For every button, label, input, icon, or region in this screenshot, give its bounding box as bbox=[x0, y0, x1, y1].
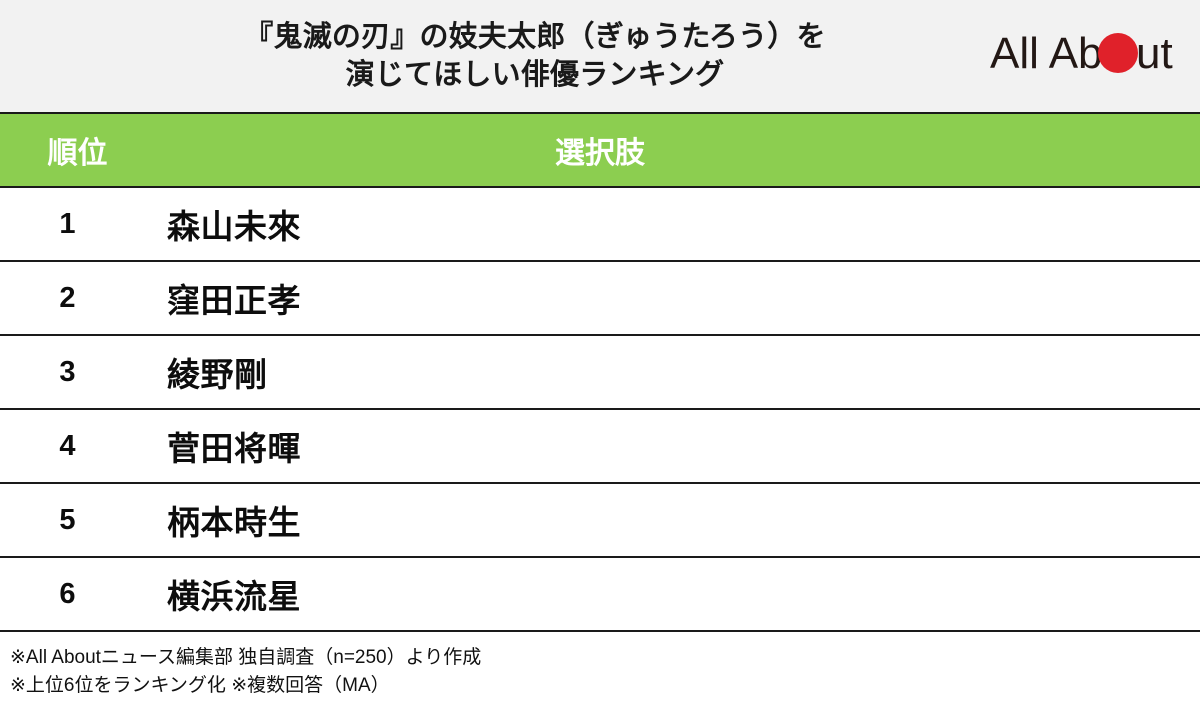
all-about-logo: All Ab ut bbox=[990, 26, 1176, 82]
logo-red-dot-icon bbox=[1098, 33, 1138, 73]
column-header-choice: 選択肢 bbox=[155, 112, 1141, 188]
table-header: 順位 選択肢 票数 bbox=[0, 112, 1200, 188]
column-header-rank: 順位 bbox=[0, 112, 155, 188]
table-row: 5 柄本時生 13 bbox=[0, 483, 1200, 558]
logo-text-after: ut bbox=[1136, 29, 1173, 78]
cell-rank: 3 bbox=[0, 335, 155, 410]
cell-rank: 6 bbox=[0, 557, 155, 632]
ranking-table: 順位 選択肢 票数 1 森山未來 19 2 窪田正孝 18 3 綾野剛 16 bbox=[0, 112, 1200, 632]
cell-votes: 18 bbox=[1141, 261, 1200, 336]
cell-votes: 13 bbox=[1141, 483, 1200, 558]
cell-choice: 菅田将暉 bbox=[155, 409, 1141, 484]
table-header-row: 順位 選択肢 票数 bbox=[0, 112, 1200, 188]
cell-rank: 1 bbox=[0, 187, 155, 262]
cell-choice: 綾野剛 bbox=[155, 335, 1141, 410]
footnote-source: ※All Aboutニュース編集部 独自調査（n=250）より作成 bbox=[10, 647, 482, 668]
table-row: 1 森山未來 19 bbox=[0, 187, 1200, 262]
footnotes: ※All Aboutニュース編集部 独自調査（n=250）より作成 ※上位6位を… bbox=[0, 632, 1200, 699]
cell-votes: 19 bbox=[1141, 187, 1200, 262]
cell-rank: 5 bbox=[0, 483, 155, 558]
table-body: 1 森山未來 19 2 窪田正孝 18 3 綾野剛 16 4 菅田将暉 15 5 bbox=[0, 187, 1200, 632]
cell-choice: 柄本時生 bbox=[155, 483, 1141, 558]
table-row: 4 菅田将暉 15 bbox=[0, 409, 1200, 484]
cell-votes: 16 bbox=[1141, 335, 1200, 410]
table-row: 3 綾野剛 16 bbox=[0, 335, 1200, 410]
title-band: 『鬼滅の刃』の妓夫太郎（ぎゅうたろう）を 演じてほしい俳優ランキング All A… bbox=[0, 0, 1200, 112]
cell-choice: 森山未來 bbox=[155, 187, 1141, 262]
cell-rank: 4 bbox=[0, 409, 155, 484]
logo-text-before: All Ab bbox=[990, 29, 1103, 78]
table-row: 6 横浜流星 9 bbox=[0, 557, 1200, 632]
cell-choice: 横浜流星 bbox=[155, 557, 1141, 632]
table-row: 2 窪田正孝 18 bbox=[0, 261, 1200, 336]
column-header-votes: 票数 bbox=[1141, 112, 1200, 188]
cell-rank: 2 bbox=[0, 261, 155, 336]
cell-votes: 15 bbox=[1141, 409, 1200, 484]
cell-choice: 窪田正孝 bbox=[155, 261, 1141, 336]
cell-votes: 9 bbox=[1141, 557, 1200, 632]
footnote-method: ※上位6位をランキング化 ※複数回答（MA） bbox=[10, 674, 390, 696]
page-title: 『鬼滅の刃』の妓夫太郎（ぎゅうたろう）を 演じてほしい俳優ランキング bbox=[244, 20, 826, 91]
